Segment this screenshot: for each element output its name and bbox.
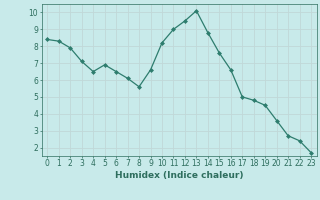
X-axis label: Humidex (Indice chaleur): Humidex (Indice chaleur) [115, 171, 244, 180]
